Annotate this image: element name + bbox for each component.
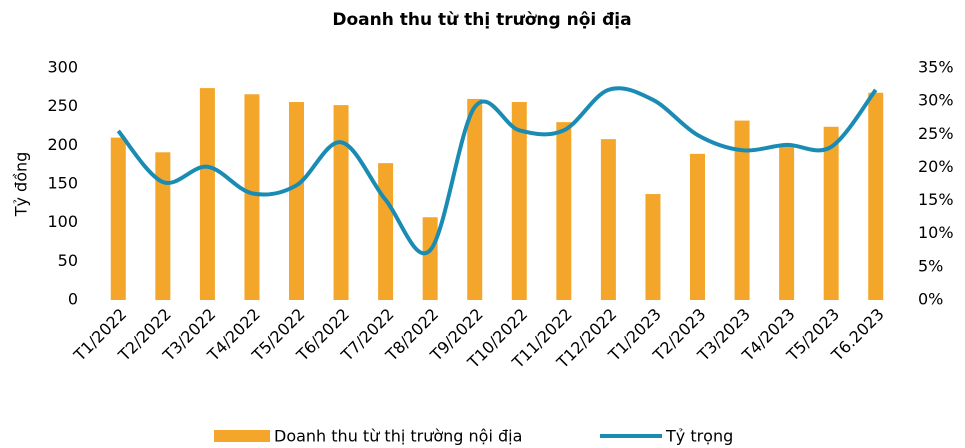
line: [116, 86, 878, 256]
y2-tick-label: 10%: [918, 223, 954, 242]
bar: [645, 194, 661, 300]
y-tick-label: 50: [58, 251, 78, 270]
bar: [556, 122, 572, 300]
bar: [511, 102, 527, 300]
y2-tick-label: 20%: [918, 157, 954, 176]
bar: [823, 126, 839, 300]
bar: [155, 152, 171, 300]
y2-tick-label: 15%: [918, 190, 954, 209]
bar: [690, 153, 705, 300]
y-tick-label: 250: [47, 96, 78, 115]
bar: [378, 163, 394, 300]
bar: [734, 120, 750, 300]
legend-label: Doanh thu từ thị trường nội địa: [274, 427, 522, 446]
bar: [244, 94, 260, 300]
y-tick-label: 150: [47, 174, 78, 193]
y-tick-label: 300: [47, 58, 78, 77]
bar: [333, 105, 349, 301]
y2-tick-label: 35%: [918, 58, 954, 77]
legend-label: Tỷ trọng: [665, 427, 733, 446]
y-tick-label: 200: [47, 135, 78, 154]
legend-swatch: [214, 430, 270, 442]
bar: [199, 88, 215, 301]
y2-tick-label: 5%: [918, 256, 943, 275]
bar: [868, 92, 884, 300]
bar: [289, 102, 304, 300]
bar: [467, 98, 483, 300]
bar: [779, 144, 795, 300]
bar: [422, 217, 438, 300]
y-tick-label: 0: [68, 290, 78, 309]
y-axis-title: Tỷ đồng: [12, 152, 31, 218]
bar: [600, 139, 616, 300]
bar: [110, 137, 126, 300]
y2-tick-label: 30%: [918, 91, 954, 110]
y2-tick-label: 0%: [918, 290, 943, 309]
y2-tick-label: 25%: [918, 124, 954, 143]
y-tick-label: 100: [47, 212, 78, 231]
chart-title: Doanh thu từ thị trường nội địa: [332, 10, 631, 30]
